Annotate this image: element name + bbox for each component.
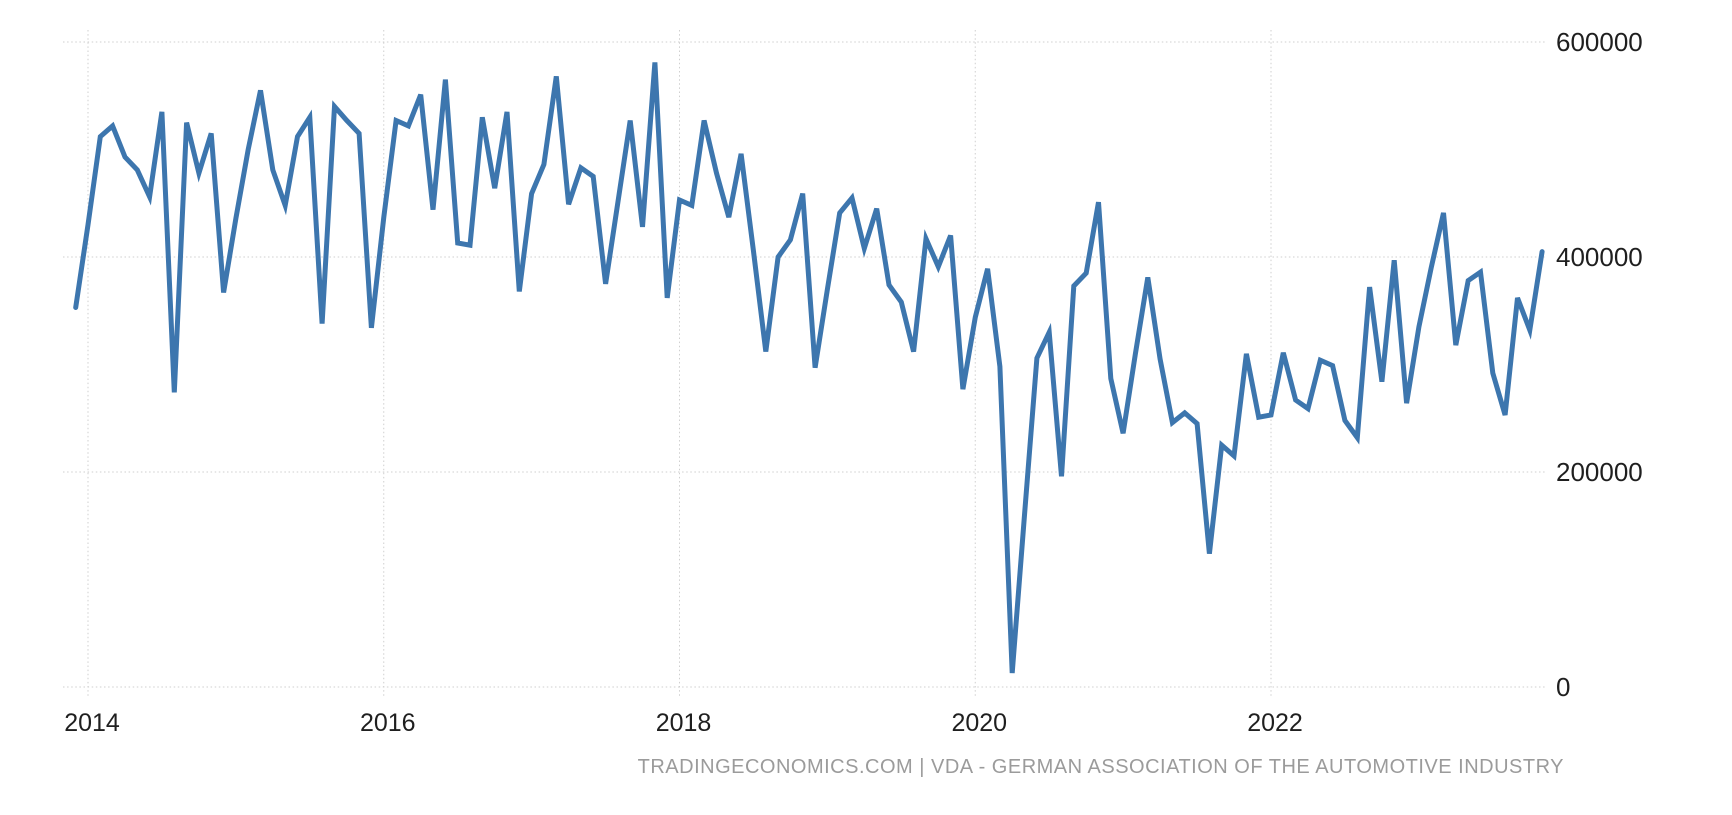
x-tick-label: 2016 xyxy=(360,709,416,737)
y-tick-label: 600000 xyxy=(1556,27,1643,57)
y-tick-label: 400000 xyxy=(1556,242,1643,272)
x-tick-label: 2014 xyxy=(64,709,120,737)
x-tick-label: 2020 xyxy=(951,709,1007,737)
footer-separator: | xyxy=(913,756,931,778)
chart-footer: TRADINGECONOMICS.COM | VDA - GERMAN ASSO… xyxy=(638,756,1564,779)
x-tick-label: 2022 xyxy=(1247,709,1303,737)
y-tick-label: 200000 xyxy=(1556,457,1643,487)
x-tick-label: 2018 xyxy=(656,709,712,737)
footer-source: TRADINGECONOMICS.COM xyxy=(637,756,914,778)
footer-attribution: VDA - GERMAN ASSOCIATION OF THE AUTOMOTI… xyxy=(931,756,1564,778)
y-tick-label: 0 xyxy=(1556,672,1570,702)
production-series-line xyxy=(73,62,1545,674)
